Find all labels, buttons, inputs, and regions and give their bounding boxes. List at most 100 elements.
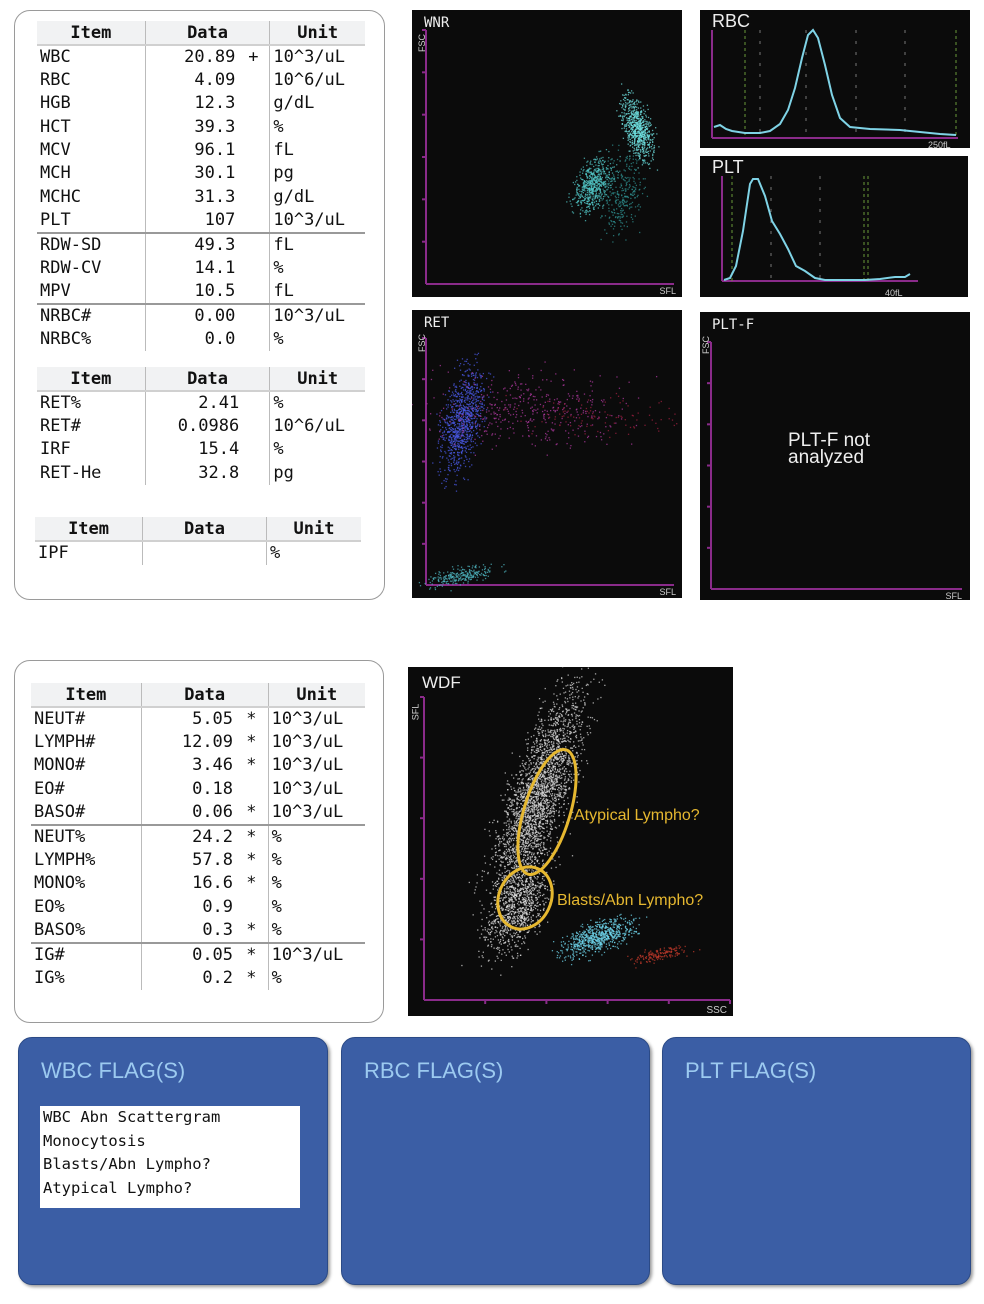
item-cell: MPV xyxy=(40,281,71,302)
flag-cell xyxy=(237,185,270,208)
table-row: MCHC 31.3 g/dL xyxy=(37,185,365,209)
plt-f-scattergram: PLT-F FSC SFL PLT-F not analyzed xyxy=(700,312,970,600)
data-cell: 0.06 xyxy=(140,800,236,825)
item-cell: LYMPH# xyxy=(34,732,96,753)
unit-cell: g/dL xyxy=(269,185,365,209)
flag-cell: * xyxy=(246,755,257,776)
item-cell: NRBC% xyxy=(40,329,92,350)
ret-cluster xyxy=(412,361,658,456)
table-row: EO% 0.9% xyxy=(31,895,365,919)
table-row: IRF 15.4% xyxy=(37,438,365,462)
item-cell: MONO% xyxy=(34,873,86,894)
flag-cell: * xyxy=(246,967,257,988)
table-row: MCV 96.1 fL xyxy=(37,138,365,163)
rbc-flags-panel: RBC FLAG(S) xyxy=(341,1037,650,1285)
item-cell: MCHC xyxy=(40,186,81,207)
item-cell: MCH xyxy=(40,163,71,184)
data-cell: 10.5 xyxy=(144,280,238,305)
wnr-scattergram: WNR FSC SFL xyxy=(412,10,682,297)
table-row: IG% 0.2 *% xyxy=(31,966,365,991)
item-cell: IG# xyxy=(31,941,142,967)
unit-cell: pg xyxy=(269,162,365,186)
flag-cell: * xyxy=(246,709,257,729)
table-row: HGB 12.3 g/dL xyxy=(37,92,365,116)
header-data: Data xyxy=(144,21,270,46)
data-cell: 0.05 xyxy=(140,941,236,967)
data-cell: 32.8 xyxy=(144,461,242,485)
plt-f-y-axis-label: FSC xyxy=(701,336,711,354)
data-cell: 20.89 xyxy=(144,45,238,69)
unit-cell: 10^6/uL xyxy=(269,415,365,439)
table-row: EO# 0.18 10^3/uL xyxy=(31,777,365,801)
unit-cell: % xyxy=(267,895,365,919)
unit-cell: % xyxy=(269,256,365,281)
flag-cell xyxy=(241,391,270,415)
mono-cluster xyxy=(551,913,648,966)
unit-cell: % xyxy=(269,438,365,462)
cluster xyxy=(616,83,660,171)
item-cell: RBC xyxy=(40,70,71,91)
plt-flags-title: PLT FLAG(S) xyxy=(685,1058,817,1083)
plt-cluster xyxy=(418,563,507,592)
atypical-lympho-gate xyxy=(516,747,578,877)
data-cell: 2.41 xyxy=(144,391,242,415)
flag-cell xyxy=(237,280,270,304)
data-cell: 12.3 xyxy=(144,92,238,116)
item-cell: EO# xyxy=(34,778,65,799)
item-cell: MONO# xyxy=(34,755,86,776)
data-cell: 96.1 xyxy=(144,138,238,163)
unit-cell: 10^3/uL xyxy=(267,707,365,731)
plt-f-not-analyzed-message: PLT-F not analyzed xyxy=(788,430,871,468)
unit-cell: 10^6/uL xyxy=(269,69,365,93)
plt-x-max-label: 40fL xyxy=(885,288,903,297)
unit-cell: pg xyxy=(269,461,365,485)
data-cell: 15.4 xyxy=(144,438,242,462)
data-cell: 30.1 xyxy=(144,162,238,186)
unit-cell: fL xyxy=(269,231,365,257)
blasts-abn-lympho-annotation: Blasts/Abn Lympho? xyxy=(557,892,704,909)
data-cell: 31.3 xyxy=(144,185,238,209)
unit-cell: % xyxy=(267,848,365,873)
data-cell: 16.6 xyxy=(140,872,236,896)
unit-cell: % xyxy=(267,872,365,896)
header-item: Item xyxy=(35,517,143,542)
plt-f-title: PLT-F xyxy=(712,317,755,333)
data-cell: 0.9 xyxy=(140,895,236,919)
plt-histogram: PLT 40fL xyxy=(700,156,968,297)
table-row: MONO# 3.46 * 10^3/uL xyxy=(31,754,365,778)
unit-cell: g/dL xyxy=(269,92,365,116)
flag-cell: * xyxy=(235,941,269,967)
cluster xyxy=(566,148,621,222)
unit-cell: % xyxy=(267,823,365,849)
table-header: Item Data Unit xyxy=(31,683,365,708)
ret-x-axis-label: SFL xyxy=(659,587,676,597)
data-cell: 0.3 xyxy=(140,918,236,943)
table-row: LYMPH% 57.8 *% xyxy=(31,848,365,873)
table-row: RBC 4.09 10^6/uL xyxy=(37,69,365,93)
data-cell: 14.1 xyxy=(144,256,238,281)
lymph-cluster xyxy=(468,667,606,954)
unit-cell: 10^3/uL xyxy=(269,303,365,329)
ret-scattergram: RET FSC SFL xyxy=(412,310,682,598)
data-cell: 5.05 xyxy=(140,707,236,731)
flag-cell xyxy=(237,92,270,115)
flag-cell xyxy=(237,231,270,257)
item-cell: RET# xyxy=(40,416,81,437)
wbc-flags-title: WBC FLAG(S) xyxy=(41,1058,186,1083)
flag-cell xyxy=(241,438,270,461)
table-row: NEUT% 24.2 *% xyxy=(31,823,365,849)
table-row: WBC 20.89 +10^3/uL xyxy=(37,45,365,69)
table-row: NEUT# 5.05 * 10^3/uL xyxy=(31,707,365,731)
plt-title: PLT xyxy=(712,157,744,177)
data-cell: 24.2 xyxy=(140,823,236,849)
rbc-flags-title: RBC FLAG(S) xyxy=(364,1058,504,1083)
data-cell: 3.46 xyxy=(140,754,236,778)
flag-cell xyxy=(237,139,270,162)
header-unit: Unit xyxy=(267,683,365,708)
item-cell: HCT xyxy=(40,116,71,137)
wbc-flags-list: WBC Abn Scattergram Monocytosis Blasts/A… xyxy=(40,1106,300,1208)
header-unit: Unit xyxy=(269,367,365,392)
flag-cell xyxy=(237,116,270,139)
table-row: IG# 0.05 * 10^3/uL xyxy=(31,941,365,967)
table-row: IPF% xyxy=(35,541,361,565)
